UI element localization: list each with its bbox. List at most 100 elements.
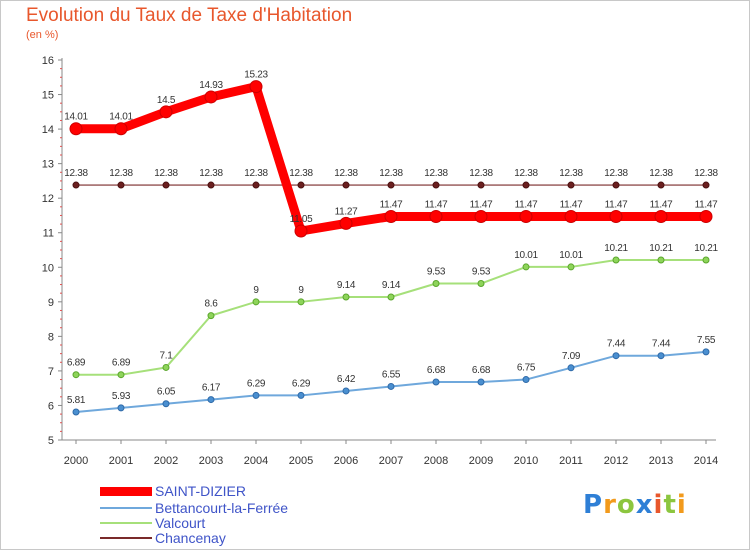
- x-tick-label: 2014: [694, 455, 718, 467]
- data-label-chancenay: 12.38: [514, 168, 538, 179]
- data-label-chancenay: 12.38: [379, 168, 403, 179]
- data-point-saint-dizier: [114, 122, 128, 136]
- x-tick-label: 2013: [649, 455, 673, 467]
- y-tick-label: 6: [48, 400, 54, 412]
- data-point-bettancourt-la-ferr-e: [252, 391, 260, 399]
- logo-letter: o: [616, 490, 636, 520]
- data-label-valcourt: 10.21: [649, 243, 673, 254]
- data-point-bettancourt-la-ferr-e: [207, 396, 215, 404]
- data-label-saint-dizier: 11.47: [695, 199, 719, 210]
- data-point-bettancourt-la-ferr-e: [297, 391, 305, 399]
- data-label-saint-dizier: 11.47: [425, 199, 449, 210]
- legend-swatch-chancenay: [100, 537, 152, 539]
- legend-swatch-bettancourt: [100, 507, 152, 509]
- data-label-valcourt: 7.1: [159, 350, 173, 361]
- data-label-valcourt: 6.89: [67, 358, 86, 369]
- data-label-bettancourt-la-ferr-e: 6.68: [427, 365, 446, 376]
- data-label-valcourt: 10.21: [694, 243, 718, 254]
- data-label-chancenay: 12.38: [424, 168, 448, 179]
- data-label-chancenay: 12.38: [649, 168, 673, 179]
- data-point-chancenay: [702, 181, 710, 189]
- data-label-bettancourt-la-ferr-e: 7.55: [697, 335, 716, 346]
- data-label-valcourt: 10.01: [514, 250, 538, 261]
- data-label-chancenay: 12.38: [289, 168, 313, 179]
- data-point-valcourt: [657, 256, 665, 264]
- data-point-chancenay: [432, 181, 440, 189]
- data-label-chancenay: 12.38: [469, 168, 493, 179]
- data-point-bettancourt-la-ferr-e: [387, 382, 395, 390]
- logo-letter: r: [603, 490, 617, 520]
- data-point-saint-dizier: [519, 209, 533, 223]
- data-point-valcourt: [432, 280, 440, 288]
- data-point-chancenay: [567, 181, 575, 189]
- data-point-bettancourt-la-ferr-e: [522, 376, 530, 384]
- data-label-valcourt: 9: [298, 285, 304, 296]
- data-label-saint-dizier: 14.01: [109, 112, 133, 123]
- logo-letter: i: [653, 490, 664, 520]
- data-point-saint-dizier: [159, 105, 173, 119]
- data-label-saint-dizier: 11.47: [560, 199, 584, 210]
- y-tick-label: 5: [48, 435, 54, 447]
- x-tick-label: 2004: [244, 455, 268, 467]
- data-label-bettancourt-la-ferr-e: 6.29: [292, 378, 311, 389]
- data-point-chancenay: [387, 181, 395, 189]
- data-label-saint-dizier: 11.47: [605, 199, 629, 210]
- y-tick-label: 15: [42, 90, 54, 102]
- x-tick-label: 2010: [514, 455, 538, 467]
- data-label-saint-dizier: 11.47: [650, 199, 674, 210]
- data-label-chancenay: 12.38: [109, 168, 133, 179]
- x-tick-label: 2011: [559, 455, 583, 467]
- data-label-valcourt: 10.21: [604, 243, 628, 254]
- data-label-saint-dizier: 11.47: [380, 199, 404, 210]
- y-tick-label: 9: [48, 297, 54, 309]
- x-tick-label: 2012: [604, 455, 628, 467]
- data-label-valcourt: 10.01: [559, 250, 583, 261]
- chart-subtitle: (en %): [26, 29, 59, 41]
- data-point-bettancourt-la-ferr-e: [657, 352, 665, 360]
- data-point-saint-dizier: [384, 209, 398, 223]
- data-label-saint-dizier: 11.47: [470, 199, 494, 210]
- data-point-saint-dizier: [429, 209, 443, 223]
- data-point-valcourt: [522, 263, 530, 271]
- logo-letter: x: [635, 490, 654, 520]
- data-point-bettancourt-la-ferr-e: [342, 387, 350, 395]
- data-point-valcourt: [207, 312, 215, 320]
- data-point-saint-dizier: [294, 224, 308, 238]
- chart-title: Evolution du Taux de Taxe d'Habitation: [26, 5, 353, 26]
- x-tick-label: 2007: [379, 455, 403, 467]
- data-label-chancenay: 12.38: [154, 168, 178, 179]
- x-tick-label: 2009: [469, 455, 493, 467]
- data-label-valcourt: 9.53: [472, 267, 491, 278]
- data-point-bettancourt-la-ferr-e: [72, 408, 80, 416]
- data-label-chancenay: 12.38: [334, 168, 358, 179]
- data-label-valcourt: 9.53: [427, 267, 446, 278]
- data-label-bettancourt-la-ferr-e: 6.17: [202, 383, 221, 394]
- data-point-bettancourt-la-ferr-e: [477, 378, 485, 386]
- x-tick-label: 2005: [289, 455, 313, 467]
- data-point-chancenay: [477, 181, 485, 189]
- data-label-valcourt: 9.14: [337, 280, 356, 291]
- data-label-bettancourt-la-ferr-e: 7.44: [607, 339, 626, 350]
- data-point-valcourt: [162, 363, 170, 371]
- data-point-chancenay: [207, 181, 215, 189]
- logo-letter: i: [676, 490, 687, 520]
- data-point-chancenay: [162, 181, 170, 189]
- legend-item-valcourt: Valcourt: [100, 515, 205, 531]
- data-point-chancenay: [342, 181, 350, 189]
- data-label-bettancourt-la-ferr-e: 6.05: [157, 387, 176, 398]
- data-point-bettancourt-la-ferr-e: [702, 348, 710, 356]
- legend-item-chancenay: Chancenay: [100, 530, 226, 546]
- y-tick-label: 8: [48, 331, 54, 343]
- data-label-chancenay: 12.38: [199, 168, 223, 179]
- data-label-bettancourt-la-ferr-e: 6.42: [337, 374, 356, 385]
- legend-label-valcourt: Valcourt: [155, 515, 206, 531]
- data-point-valcourt: [252, 298, 260, 306]
- y-tick-label: 14: [42, 124, 54, 136]
- data-point-saint-dizier: [564, 209, 578, 223]
- data-point-saint-dizier: [474, 209, 488, 223]
- y-tick-label: 11: [43, 228, 54, 240]
- data-label-bettancourt-la-ferr-e: 6.68: [472, 365, 491, 376]
- data-point-saint-dizier: [69, 122, 83, 136]
- data-label-saint-dizier: 11.27: [335, 206, 359, 217]
- data-point-chancenay: [117, 181, 125, 189]
